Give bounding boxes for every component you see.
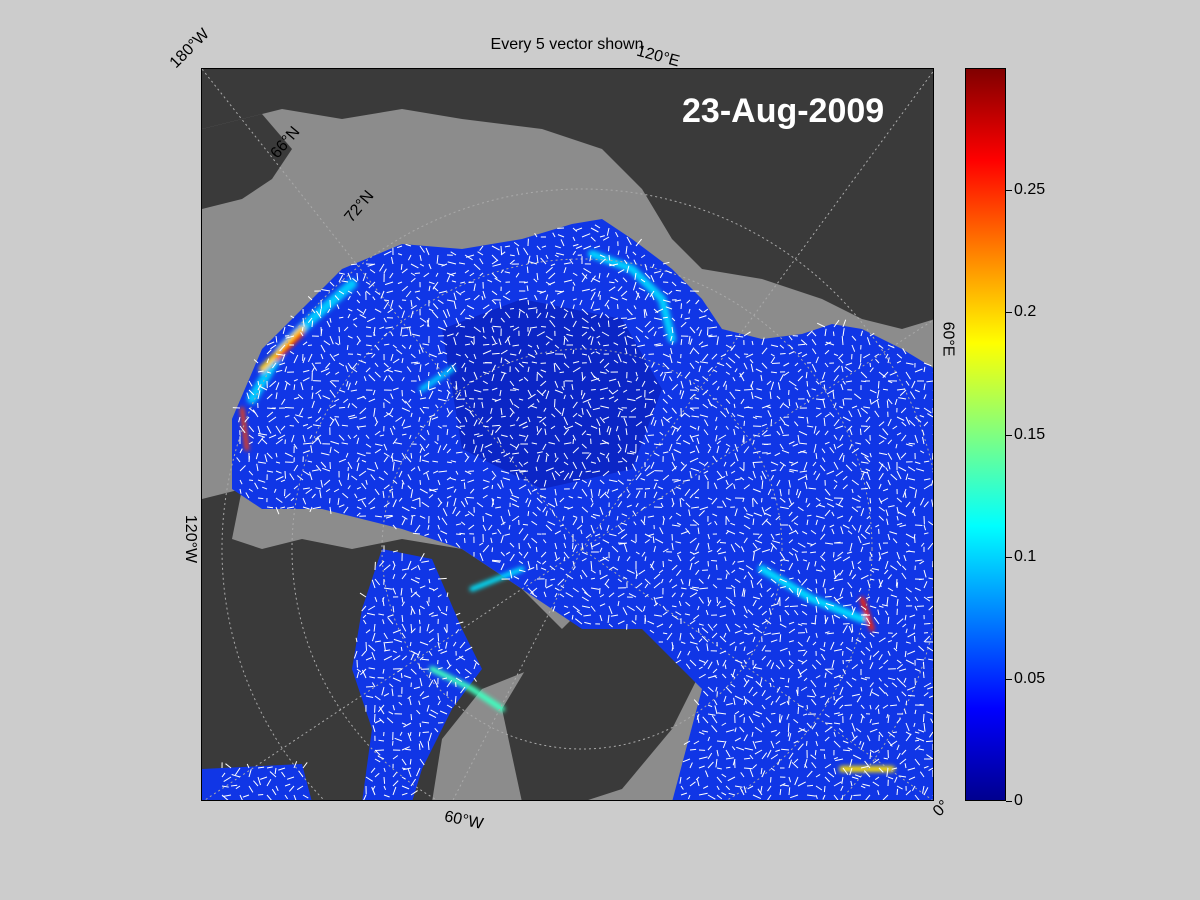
colorbar-tick-label: 0.2: [1014, 303, 1037, 321]
colorbar-tick-label: 0: [1014, 792, 1023, 809]
lon-label-120w: 120°W: [182, 514, 200, 564]
plot-title: Every 5 vector shown: [490, 36, 644, 53]
land-alaska: [202, 114, 292, 209]
ocean-deep-center: [442, 299, 662, 489]
colorbar-tick-label: 0.25: [1014, 181, 1046, 199]
land-siberia: [202, 69, 933, 329]
colorbar-tick: [1006, 678, 1012, 680]
ocean-baffin: [352, 549, 482, 800]
colorbar-tick: [1006, 801, 1012, 802]
ocean-bottom-left: [202, 764, 312, 800]
date-label: 23-Aug-2009: [682, 92, 885, 130]
colorbar-tick-label: 0.05: [1014, 669, 1046, 687]
lon-label-60e: 60°E: [939, 321, 957, 357]
map-panel: [201, 68, 934, 801]
colorbar-tick-label: 0.15: [1014, 425, 1046, 443]
colorbar-tick: [1006, 434, 1012, 436]
drift-vectors: [221, 224, 933, 800]
colorbar-tick-label: 0.1: [1014, 547, 1037, 565]
lon-label-60w: 60°W: [442, 808, 485, 833]
colorbar: [965, 68, 1006, 801]
colorbar-tick: [1006, 190, 1012, 192]
ocean-field: [232, 219, 933, 800]
colorbar-tick: [1006, 312, 1012, 314]
colorbar-tick: [1006, 556, 1012, 558]
